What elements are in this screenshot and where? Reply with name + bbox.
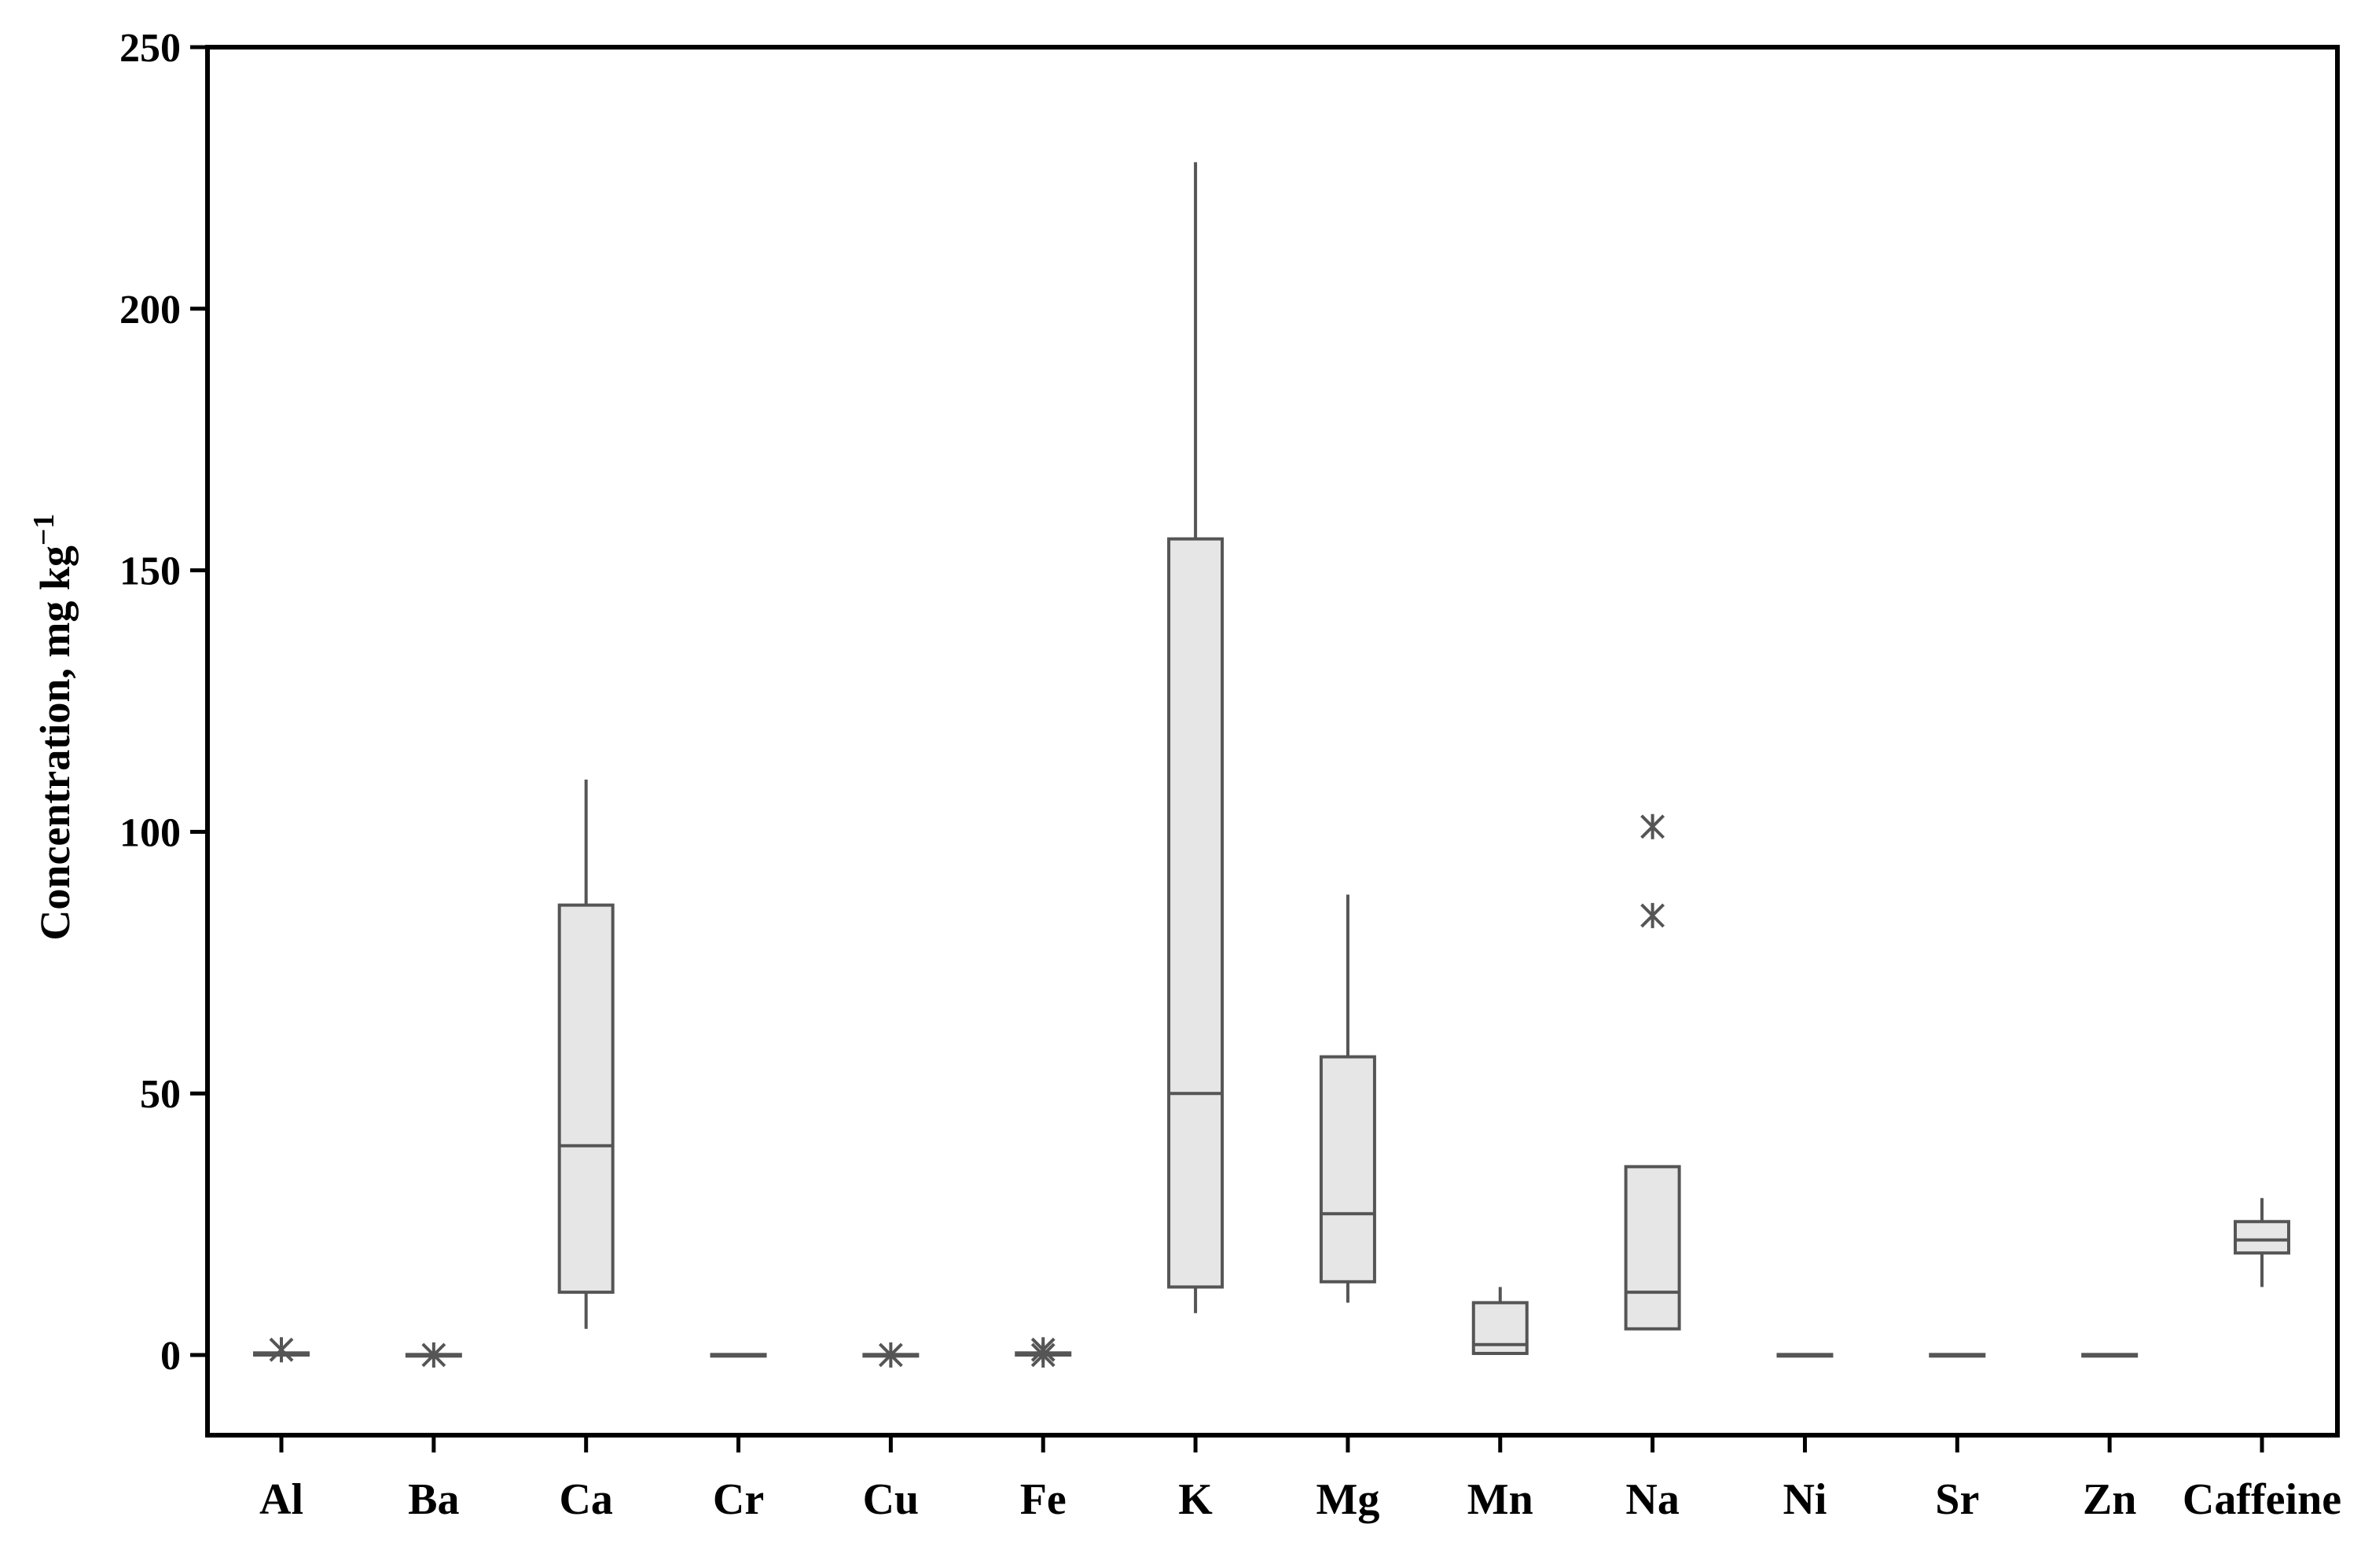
box-body (2234, 1220, 2290, 1255)
x-tick-label: Na (1625, 1475, 1679, 1524)
x-tick-label: Ba (408, 1475, 459, 1524)
y-tick-label: 100 (119, 810, 181, 855)
box-sr (1929, 1353, 1986, 1358)
box-k (1167, 162, 1225, 1313)
y-tick-label: 250 (119, 26, 181, 71)
box-na (1624, 813, 1681, 1331)
box-mn (1471, 1287, 1529, 1356)
box-ca (557, 779, 615, 1329)
box-body (1319, 1055, 1376, 1283)
box-cu (862, 1342, 920, 1368)
y-tick-label: 200 (119, 288, 181, 332)
x-tick-label: Cr (713, 1475, 764, 1524)
x-axis: Al Ba Ca Cr Cu Fe K Mg Mn Na Ni Sr Zn Caffeine (259, 1435, 2341, 1524)
x-tick-label: Sr (1935, 1475, 1979, 1524)
outlier-marker (878, 1342, 903, 1368)
outlier-marker (1030, 1337, 1056, 1363)
y-axis-title-superscript: −1 (28, 513, 61, 545)
box-body (557, 903, 615, 1294)
x-tick-label: Zn (2083, 1475, 2137, 1524)
box-body (1624, 1165, 1681, 1331)
outlier-marker (421, 1342, 446, 1368)
box-ba (405, 1342, 462, 1368)
x-tick-label: Cu (863, 1475, 920, 1524)
box-al (253, 1337, 310, 1363)
box-cr (710, 1353, 767, 1358)
box-ni (1776, 1353, 1834, 1358)
y-axis-title-text: Concentration, mg kg (31, 545, 79, 940)
x-tick-label: Al (259, 1475, 303, 1524)
y-axis-title: Concentration, mg kg−1 (28, 513, 79, 940)
plot-area-border (205, 45, 2340, 1438)
box-zn (2081, 1353, 2139, 1358)
box-body (1167, 537, 1225, 1289)
box-fe (1015, 1337, 1072, 1368)
outlier-marker (1640, 902, 1665, 928)
x-tick-label: Fe (1020, 1475, 1067, 1524)
box-series (253, 162, 2290, 1368)
box-mg (1319, 894, 1376, 1303)
x-tick-label: K (1178, 1475, 1213, 1524)
x-tick-label: Ni (1783, 1475, 1827, 1524)
x-tick-label: Mn (1467, 1475, 1533, 1524)
box-caffeine (2234, 1198, 2290, 1287)
x-tick-label: Mg (1316, 1475, 1379, 1524)
y-axis-title-group: Concentration, mg kg−1 (28, 513, 79, 940)
y-tick-label: 150 (119, 549, 181, 594)
outlier-marker (269, 1337, 294, 1363)
x-tick-label: Caffeine (2183, 1475, 2341, 1524)
y-axis: 0 50 100 150 200 250 (119, 26, 207, 1379)
y-tick-label: 50 (140, 1072, 181, 1117)
y-tick-label: 0 (160, 1334, 181, 1379)
x-tick-label: Ca (559, 1475, 612, 1524)
outlier-marker (1640, 813, 1665, 839)
plot-frame (205, 45, 2340, 1438)
